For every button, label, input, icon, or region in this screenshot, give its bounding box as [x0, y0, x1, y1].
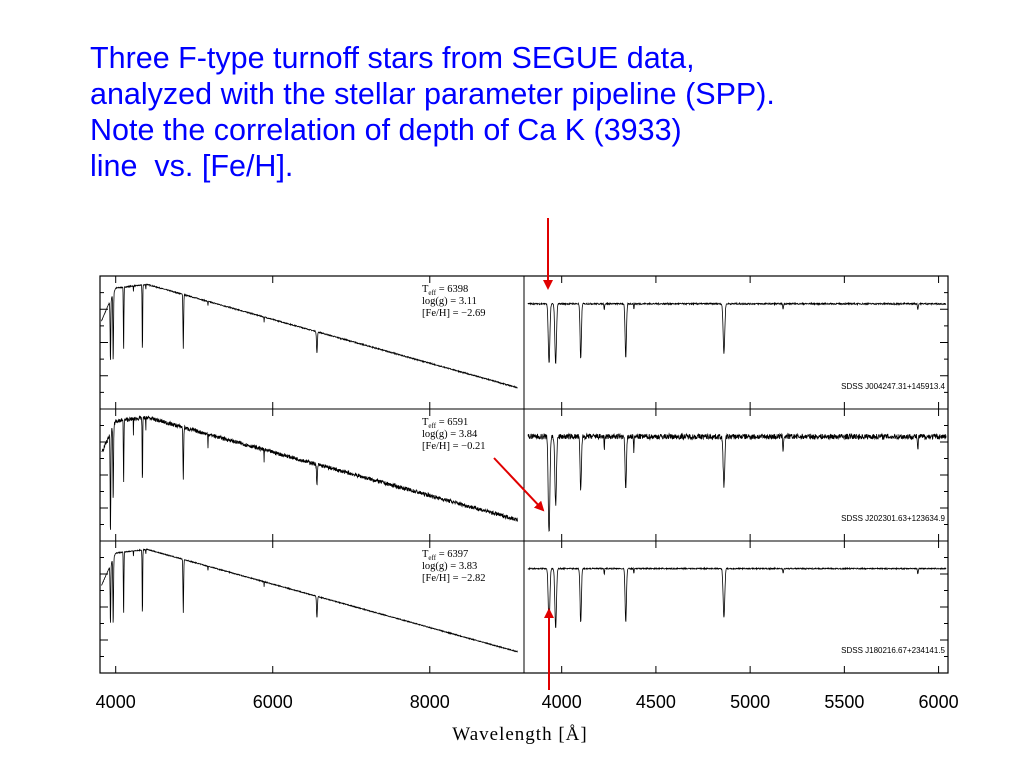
sdss-id-label: SDSS J202301.63+123634.9 — [841, 514, 945, 523]
x-tick-label: 8000 — [410, 692, 450, 712]
teff-label: Teff = 6591 — [422, 417, 468, 430]
caption-line-1: Three F-type turnoff stars from SEGUE da… — [90, 41, 695, 75]
x-axis-title: Wavelength [Å] — [452, 724, 587, 745]
caption-line-3: Note the correlation of depth of Ca K (3… — [90, 113, 682, 147]
spectrum-line-full-3 — [101, 548, 518, 653]
logg-label: log(g) = 3.84 — [422, 429, 478, 440]
feh-label: [Fe/H] = −0.21 — [422, 441, 485, 452]
teff-label: Teff = 6397 — [422, 549, 468, 562]
spectrum-line-full-1 — [101, 283, 518, 389]
caption-line-4: line vs. [Fe/H]. — [90, 149, 294, 183]
x-tick-label: 6000 — [919, 692, 959, 712]
teff-label: Teff = 6398 — [422, 284, 468, 297]
spectrum-line-blue-1 — [527, 301, 947, 364]
spectrum-line-full-2 — [101, 415, 518, 530]
feh-label: [Fe/H] = −2.69 — [422, 308, 485, 319]
x-tick-label: 6000 — [253, 692, 293, 712]
logg-label: log(g) = 3.11 — [422, 296, 477, 307]
axis-ticks — [100, 276, 948, 673]
x-tick-label: 5500 — [824, 692, 864, 712]
x-tick-label: 5000 — [730, 692, 770, 712]
caption-line-2: analyzed with the stellar parameter pipe… — [90, 77, 775, 111]
logg-label: log(g) = 3.83 — [422, 561, 477, 572]
x-tick-labels: 4000 6000 8000 4000 4500 5000 5500 6000 — [96, 692, 959, 712]
x-tick-label: 4000 — [542, 692, 582, 712]
spectrum-line-blue-2 — [527, 432, 947, 532]
feh-label: [Fe/H] = −2.82 — [422, 573, 485, 584]
slide-caption: Three F-type turnoff stars from SEGUE da… — [90, 40, 1020, 184]
x-tick-label: 4000 — [96, 692, 136, 712]
x-tick-label: 4500 — [636, 692, 676, 712]
spectrum-line-blue-3 — [527, 566, 947, 628]
spectra-layer — [101, 283, 947, 653]
sdss-id-label: SDSS J180216.67+234141.5 — [841, 646, 945, 655]
arrow-middle-ca-k — [493, 457, 545, 512]
sdss-id-label: SDSS J004247.31+145913.4 — [841, 382, 945, 391]
